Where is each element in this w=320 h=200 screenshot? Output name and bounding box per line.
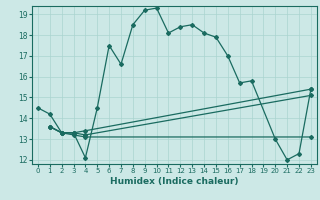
X-axis label: Humidex (Indice chaleur): Humidex (Indice chaleur) bbox=[110, 177, 239, 186]
